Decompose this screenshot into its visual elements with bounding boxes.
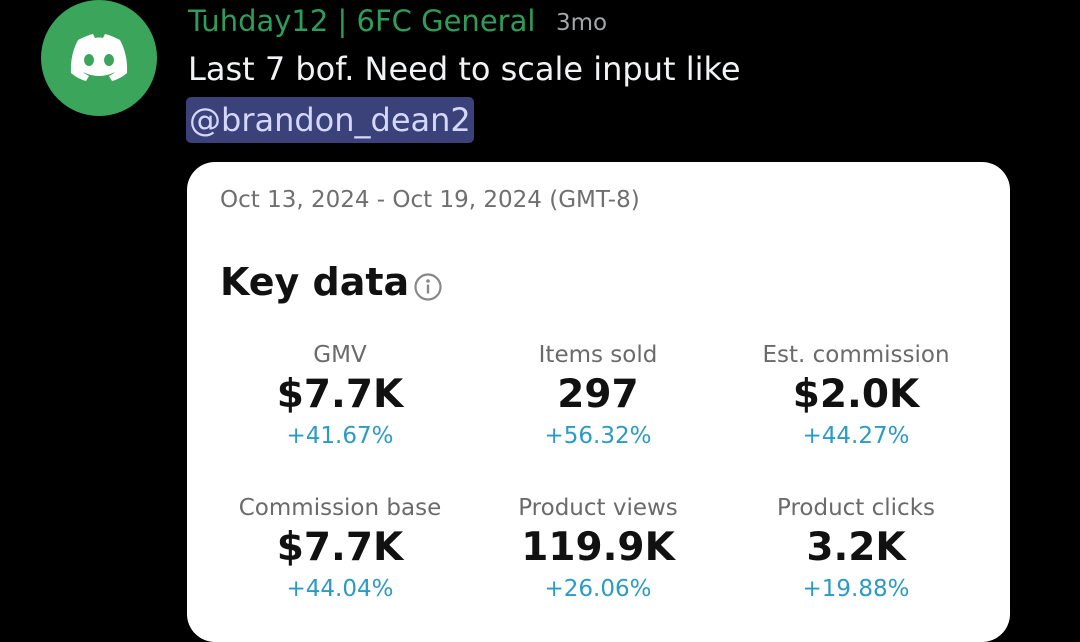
author-name[interactable]: Tuhday12 | 6FC General [188, 4, 536, 38]
metric-label: Product views [518, 495, 678, 521]
metric-label: Product clicks [776, 495, 935, 521]
metric-change: +41.67% [286, 423, 394, 449]
metric: Commission base $7.7K +44.04% [211, 495, 469, 602]
metric-value: 297 [557, 372, 639, 417]
timestamp: 3mo [556, 10, 608, 36]
metric: Items sold 297 +56.32% [469, 342, 727, 449]
image-card[interactable]: Oct 13, 2024 - Oct 19, 2024 (GMT-8) Key … [187, 162, 1010, 642]
metric-value: $7.7K [276, 372, 404, 417]
metric-change: +44.27% [802, 423, 910, 449]
metric: Product views 119.9K +26.06% [469, 495, 727, 602]
metric-change: +44.04% [286, 576, 394, 602]
metric-label: Commission base [238, 495, 442, 521]
metric-value: 3.2K [806, 525, 906, 570]
info-icon [414, 273, 442, 301]
metric-label: Est. commission [762, 342, 950, 368]
message-text: Last 7 bof. Need to scale input like [188, 50, 741, 88]
card-title: Key data [220, 260, 410, 304]
date-range: Oct 13, 2024 - Oct 19, 2024 (GMT-8) [220, 187, 640, 213]
metric-change: +26.06% [544, 576, 652, 602]
metric-change: +19.88% [802, 576, 910, 602]
avatar[interactable] [40, 0, 158, 118]
screen: Tuhday12 | 6FC General 3mo Last 7 bof. N… [40, 0, 1010, 642]
metric-label: GMV [313, 342, 367, 368]
metric-change: +56.32% [544, 423, 652, 449]
metric-value: $2.0K [792, 372, 920, 417]
metric: GMV $7.7K +41.67% [211, 342, 469, 449]
metric-value: $7.7K [276, 525, 404, 570]
metric: Est. commission $2.0K +44.27% [727, 342, 985, 449]
metric: Product clicks 3.2K +19.88% [727, 495, 985, 602]
metric-value: 119.9K [521, 525, 675, 570]
mention[interactable]: @brandon_dean2 [186, 97, 474, 143]
metric-label: Items sold [538, 342, 658, 368]
